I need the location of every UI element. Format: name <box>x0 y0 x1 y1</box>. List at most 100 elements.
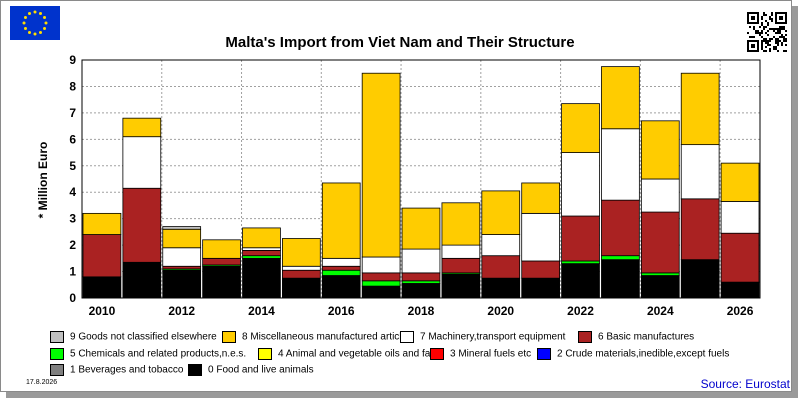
qr-module <box>777 38 779 40</box>
star-icon <box>23 16 27 19</box>
qr-module <box>783 40 785 42</box>
bar-segment <box>321 265 361 271</box>
bar-segment <box>242 249 281 257</box>
star-icon <box>43 16 47 19</box>
bar-segment <box>441 202 481 246</box>
qr-module <box>755 32 757 34</box>
bar-segment <box>122 187 162 263</box>
qr-module <box>749 26 751 28</box>
bar-segment <box>282 277 321 299</box>
qr-module <box>767 40 769 42</box>
bar-segment <box>481 277 521 299</box>
x-tick-label: 2026 <box>727 304 754 318</box>
qr-module <box>767 24 769 26</box>
qr-module <box>777 32 779 34</box>
bar-segment <box>82 276 122 299</box>
bar-segment <box>202 239 241 259</box>
qr-module <box>773 30 775 32</box>
qr-module <box>763 50 765 52</box>
bar-segment <box>82 212 122 235</box>
legend-label: 9 Goods not classified elsewhere <box>70 331 217 343</box>
qr-module <box>761 16 763 18</box>
star-icon <box>28 31 31 35</box>
qr-module <box>765 40 767 42</box>
qr-module <box>777 40 779 42</box>
qr-module <box>761 32 763 34</box>
y-tick-label: 1 <box>69 265 76 279</box>
qr-module <box>761 48 763 50</box>
y-tick-label: 9 <box>69 53 76 67</box>
qr-module <box>783 28 785 30</box>
chart-title: Malta's Import from Viet Nam and Their S… <box>225 34 574 51</box>
y-tick-label: 7 <box>69 106 76 120</box>
qr-module <box>763 12 765 14</box>
bar-segment <box>481 190 521 235</box>
y-tick-label: 8 <box>69 79 76 93</box>
qr-module <box>783 50 785 52</box>
qr-module <box>779 40 781 42</box>
bar-segment <box>321 275 361 299</box>
qr-module <box>771 12 773 14</box>
qr-module <box>765 46 767 48</box>
y-axis-label: * Million Euro <box>36 142 50 219</box>
bar-segment <box>361 280 401 287</box>
qr-module <box>769 50 771 52</box>
qr-module <box>779 26 781 28</box>
qr-module <box>765 50 767 52</box>
source-link[interactable]: Source: Eurostat <box>700 377 790 391</box>
bar-segment <box>202 257 241 266</box>
qr-module <box>769 38 771 40</box>
qr-module <box>775 48 777 50</box>
qr-module <box>761 22 763 24</box>
qr-module <box>765 38 767 40</box>
y-tick-label: 2 <box>69 238 76 252</box>
qr-module <box>753 36 755 38</box>
qr-module <box>763 14 765 16</box>
legend-label: 4 Animal and vegetable oils and fats <box>278 348 439 360</box>
qr-module <box>769 28 771 30</box>
bar-segment <box>561 215 600 262</box>
qr-module <box>763 28 765 30</box>
bar-segment <box>321 269 361 276</box>
qr-module <box>783 38 785 40</box>
qr-module <box>759 34 761 36</box>
qr-module <box>761 44 763 46</box>
y-tick-labels: 0 1 2 3 4 5 6 7 8 9 <box>69 53 76 305</box>
x-tick-label: 2024 <box>647 304 674 318</box>
qr-module <box>769 18 771 20</box>
qr-module <box>781 44 783 46</box>
legend-item: 5 Chemicals and related products,n.e.s. <box>50 348 246 360</box>
bar-segment <box>361 72 401 258</box>
bar-segment <box>640 178 680 213</box>
qr-finder <box>779 16 783 20</box>
qr-module <box>767 42 769 44</box>
bar-segment <box>481 255 521 279</box>
qr-module <box>785 30 787 32</box>
bar-segment <box>561 263 600 299</box>
qr-module <box>747 32 749 34</box>
bar-segment <box>601 259 640 299</box>
qr-module <box>761 40 763 42</box>
qr-module <box>779 30 781 32</box>
qr-module <box>777 30 779 32</box>
qr-module <box>765 32 767 34</box>
qr-module <box>783 26 785 28</box>
legend-swatch <box>537 348 551 360</box>
qr-module <box>761 18 763 20</box>
qr-module <box>763 40 765 42</box>
legend-swatch <box>400 331 414 343</box>
bar-segment <box>680 72 720 146</box>
bar-segment <box>401 207 441 250</box>
qr-module <box>785 40 787 42</box>
qr-module <box>757 32 759 34</box>
qr-module <box>749 36 751 38</box>
qr-module <box>769 16 771 18</box>
legend-label: 1 Beverages and tobacco <box>70 364 184 376</box>
date-stamp: 17.8.2026 <box>26 379 58 386</box>
bar-segment <box>441 244 481 259</box>
plot-border <box>81 59 761 299</box>
qr-module <box>775 40 777 42</box>
x-tick-label: 2014 <box>248 304 275 318</box>
y-tick-label: 4 <box>69 185 76 199</box>
stacked-bar-chart: Malta's Import from Viet Nam and Their S… <box>36 34 761 318</box>
